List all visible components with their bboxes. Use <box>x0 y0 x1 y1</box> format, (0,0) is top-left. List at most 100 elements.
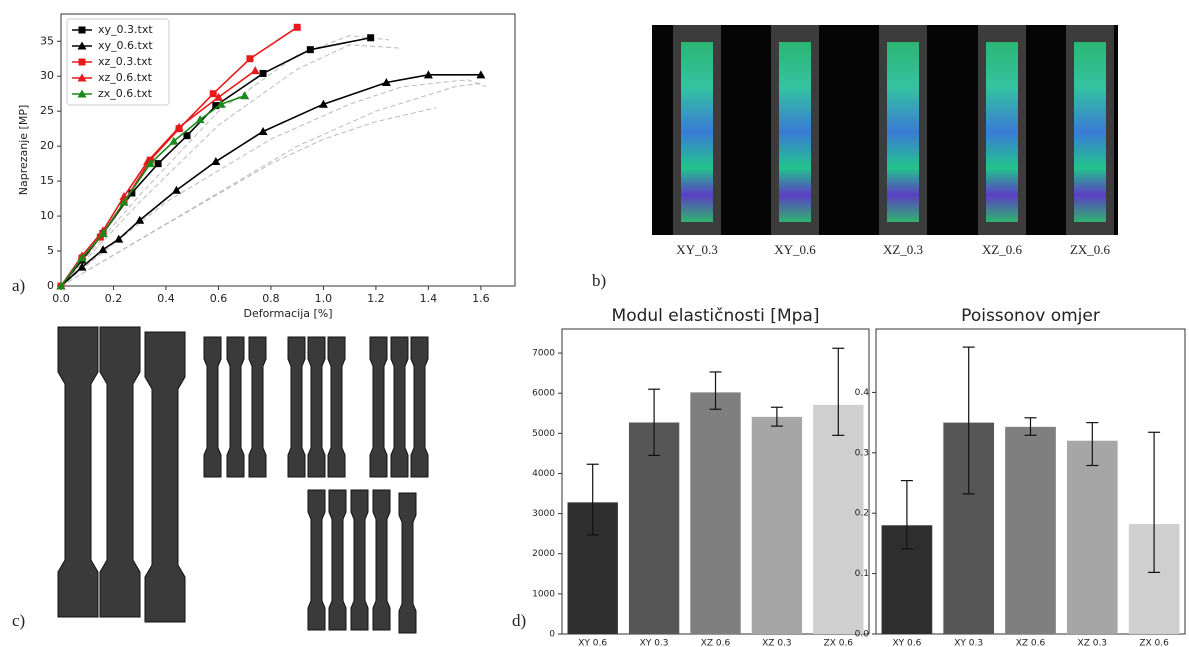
specimen <box>226 336 245 478</box>
legend-marker <box>78 26 86 34</box>
x-tick-label: 0.6 <box>210 292 228 305</box>
specimen <box>398 492 417 634</box>
y-tick-label: 0 <box>549 630 555 640</box>
plot-frame <box>60 13 516 287</box>
reference-curve <box>60 35 390 287</box>
specimen <box>350 489 369 631</box>
y-axis-label: Naprezanje [MP] <box>17 105 30 196</box>
specimen <box>57 326 99 618</box>
x-tick-label: 1.6 <box>472 292 490 305</box>
y-tick-label: 2000 <box>532 549 555 559</box>
x-tick-label: XZ 0.6 <box>701 639 731 647</box>
marker <box>174 122 184 131</box>
marker <box>171 185 181 194</box>
bar <box>813 404 864 634</box>
bar <box>1066 440 1118 634</box>
marker <box>259 69 267 77</box>
y-tick-label: 0 <box>47 279 54 292</box>
marker <box>381 78 391 87</box>
marker <box>77 262 87 271</box>
marker <box>476 70 486 79</box>
x-tick-label: 0.4 <box>157 292 175 305</box>
reference-curve <box>60 79 487 287</box>
specimen-photo <box>57 326 429 634</box>
y-tick-label: 5 <box>47 244 54 257</box>
x-axis-label: Deformacija [%] <box>243 307 332 320</box>
marker <box>293 23 301 31</box>
x-tick-label: 0.0 <box>52 292 70 305</box>
strain-field <box>887 42 919 222</box>
marker <box>318 99 328 108</box>
marker <box>169 136 179 145</box>
specimen <box>410 336 429 478</box>
specimen <box>248 336 267 478</box>
y-tick-label: 1000 <box>532 589 555 599</box>
marker <box>145 159 155 168</box>
specimen <box>99 326 141 618</box>
dic-specimens: XY_0.3 XY_0.6 XZ_0.3 XZ_0.6 ZX_0.6 <box>673 25 1114 257</box>
y-tick-label: 0.4 <box>855 388 870 398</box>
x-tick-label: XZ 0.3 <box>762 639 792 647</box>
dic-caption: XY_0.6 <box>774 242 816 257</box>
legend-marker <box>77 41 87 50</box>
dic-caption: XZ_0.3 <box>883 242 923 257</box>
legend-box <box>66 18 170 106</box>
curve <box>60 95 245 287</box>
specimen <box>144 331 186 623</box>
legend-label: xy_0.3.txt <box>98 23 153 36</box>
strain-field <box>779 42 811 222</box>
marker <box>128 189 136 197</box>
dic-caption: XY_0.3 <box>676 242 718 257</box>
strain-field <box>986 42 1018 222</box>
panel-label: b) <box>592 271 606 290</box>
marker <box>209 90 217 98</box>
bar <box>690 392 741 634</box>
legend-label: xz_0.6.txt <box>98 71 153 84</box>
y-tick-label: 4000 <box>532 469 555 479</box>
strain-field <box>681 42 713 222</box>
reference-curve <box>60 44 403 287</box>
marker <box>367 34 375 42</box>
marker <box>114 234 124 243</box>
curve <box>60 69 256 287</box>
y-tick-label: 5000 <box>532 429 555 439</box>
bar <box>1005 426 1056 634</box>
marker <box>216 99 226 108</box>
marker <box>423 70 433 79</box>
y-tick-label: 7000 <box>532 349 555 359</box>
y-tick-label: 6000 <box>532 389 555 399</box>
y-tick-label: 15 <box>40 174 54 187</box>
y-tick-label: 25 <box>40 104 54 117</box>
curve <box>60 74 481 287</box>
marker <box>211 157 221 166</box>
panel-label: c) <box>12 611 25 630</box>
marker <box>154 160 162 168</box>
x-tick-label: XZ 0.3 <box>1078 639 1108 647</box>
legend-marker <box>78 58 86 66</box>
marker <box>213 92 223 101</box>
x-tick-label: 1.4 <box>420 292 438 305</box>
x-tick-label: XY 0.6 <box>578 639 607 647</box>
dic-caption: XZ_0.6 <box>982 242 1023 257</box>
x-tick-label: 0.8 <box>262 292 280 305</box>
legend-label: xy_0.6.txt <box>98 39 153 52</box>
marker <box>212 102 220 110</box>
y-tick-label: 0.0 <box>855 630 870 640</box>
y-tick-label: 0.1 <box>855 569 869 579</box>
specimen <box>287 336 306 478</box>
specimen <box>369 336 388 478</box>
marker <box>306 46 314 54</box>
bar <box>751 416 803 634</box>
x-tick-label: 1.2 <box>367 292 385 305</box>
y-tick-label: 35 <box>40 34 54 47</box>
specimen <box>390 336 409 478</box>
marker <box>98 245 108 254</box>
marker <box>246 55 254 63</box>
x-tick-label: XZ 0.6 <box>1016 639 1046 647</box>
bar <box>628 422 680 634</box>
dic-caption: ZX_0.6 <box>1070 242 1111 257</box>
marker <box>240 91 250 100</box>
y-tick-label: 3000 <box>532 509 555 519</box>
